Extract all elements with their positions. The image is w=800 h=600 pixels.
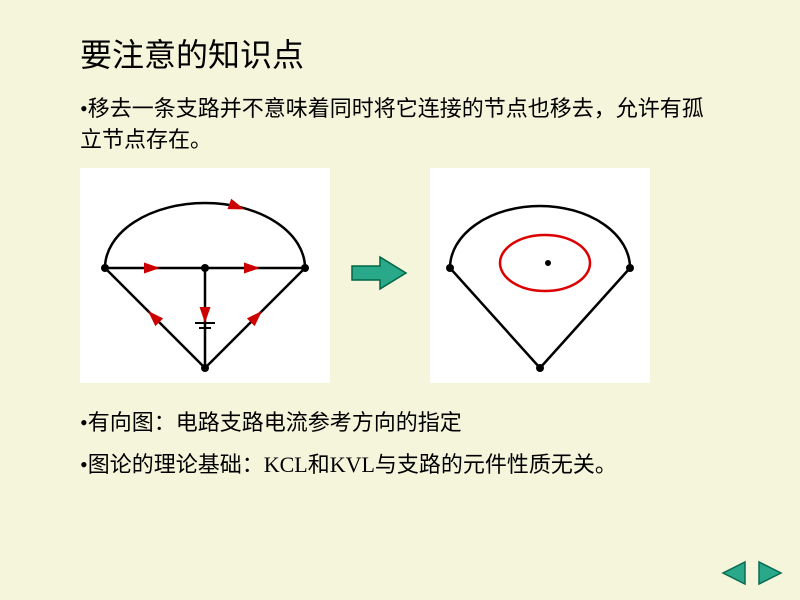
bullet-2: •有向图：电路支路电流参考方向的指定 (80, 408, 720, 439)
left-diagram (80, 168, 330, 383)
diagram-row (80, 168, 720, 383)
nav-buttons (719, 558, 785, 588)
right-diagram (430, 168, 650, 383)
slide-title: 要注意的知识点 (80, 30, 720, 76)
nav-prev-button[interactable] (719, 558, 749, 588)
nav-next-button[interactable] (755, 558, 785, 588)
bullet-3: •图论的理论基础：KCL和KVL与支路的元件性质无关。 (80, 450, 720, 481)
transform-arrow-icon (350, 253, 410, 298)
bullet-1: •移去一条支路并不意味着同时将它连接的节点也移去，允许有孤立节点存在。 (80, 94, 720, 156)
